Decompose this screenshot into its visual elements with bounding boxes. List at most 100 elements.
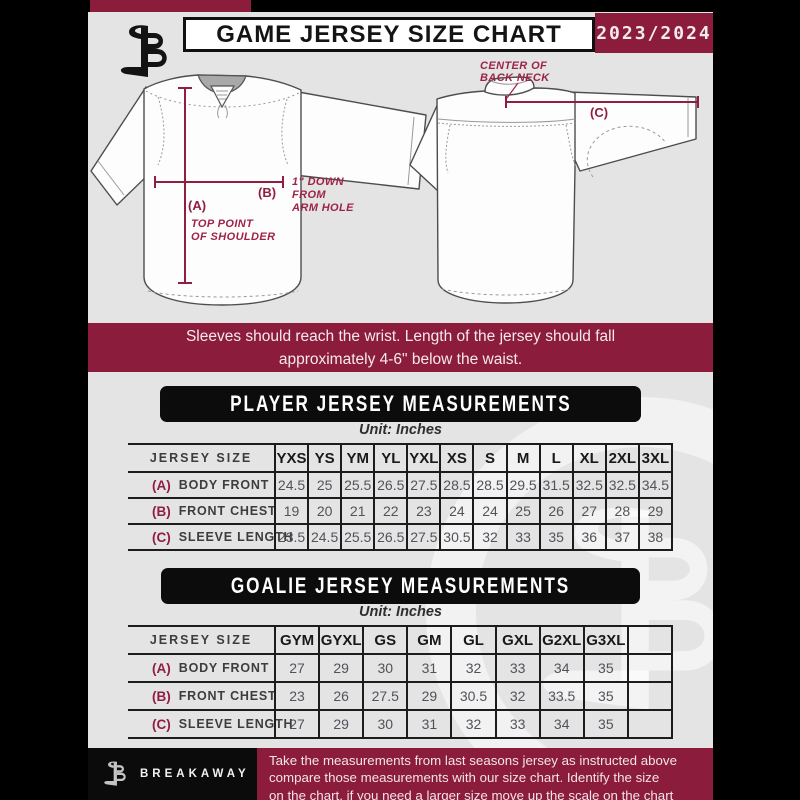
measure-value-cell: 32	[472, 525, 505, 549]
measure-value-cell: 19	[274, 499, 307, 523]
top-accent-bar	[90, 0, 251, 12]
measure-value-cell: 20	[307, 499, 340, 523]
fit-note-banner: Sleeves should reach the wrist. Length o…	[88, 323, 713, 372]
measure-value-cell: 30.5	[439, 525, 472, 549]
measure-value-cell: 26	[538, 499, 572, 523]
measure-line-b: (B) 1" DOWN FROM ARM HOLE	[154, 176, 354, 214]
size-column-header: L	[538, 445, 572, 471]
measure-note-b2: FROM	[292, 189, 326, 201]
fit-note-line1: Sleeves should reach the wrist. Length o…	[185, 327, 616, 345]
row-label-cell: (C) SLEEVE LENGTH	[128, 711, 293, 737]
measure-value-cell: 35	[582, 711, 627, 737]
measure-value-cell: 29	[318, 711, 362, 737]
measure-value-cell: 23.5	[274, 525, 307, 549]
measure-key-a: (A)	[188, 198, 206, 213]
measure-value-cell: 33.5	[538, 683, 583, 709]
front-jersey-drawing	[90, 74, 427, 306]
measure-key: (A)	[152, 660, 171, 676]
measurement-row: (C) SLEEVE LENGTH 27 29 30 31 32 33 34 35	[128, 711, 673, 739]
measure-label: SLEEVE LENGTH	[178, 530, 294, 544]
goalie-section-pill: GOALIE JERSEY MEASUREMENTS	[161, 568, 640, 604]
measure-value-cell: 29	[318, 655, 362, 681]
measurement-row: (C) SLEEVE LENGTH 23.5 24.5 25.5 26.5 27.5 30.5…	[128, 525, 673, 551]
size-column-header: GM	[406, 627, 450, 653]
size-column-header: M	[505, 445, 539, 471]
measure-value-cell: 32.5	[571, 473, 605, 497]
measure-note-b3: ARM HOLE	[291, 202, 354, 214]
measure-value-cell: 28.5	[472, 473, 505, 497]
measure-value-cell: 38	[637, 525, 673, 549]
player-section-title: PLAYER JERSEY MEASUREMENTS	[229, 391, 572, 416]
measure-note-b1: 1" DOWN	[292, 176, 345, 188]
poster-content: GAME JERSEY SIZE CHART 2023/2024	[88, 12, 713, 800]
size-column-header: XL	[571, 445, 605, 471]
measure-value-cell: 30	[362, 711, 406, 737]
measure-value-cell: 27	[274, 655, 318, 681]
measure-value-cell: 26.5	[373, 473, 406, 497]
table-header-row: JERSEY SIZE YXS YS YM YL YXL XS S M L XL 2XL 3XL	[128, 443, 673, 473]
measure-value-cell: 33	[494, 655, 539, 681]
measure-note-c2: BACK NECK	[480, 72, 550, 84]
jersey-diagrams: (A) TOP POINT OF SHOULDER (B) 1" DOWN FR…	[90, 60, 699, 306]
goalie-unit-label: Unit: Inches	[359, 604, 442, 620]
measure-value-cell: 34	[538, 655, 583, 681]
measure-value-cell: 33	[494, 711, 539, 737]
size-column-header: GL	[450, 627, 494, 653]
jersey-size-corner-label: JERSEY SIZE	[149, 633, 253, 647]
measure-value-cell: 28	[604, 499, 638, 523]
goalie-measurements-table: JERSEY SIZE GYM GYXL GS GM GL GXL G2XL G3XL (A) BO…	[128, 625, 673, 739]
size-column-header: YXL	[406, 445, 439, 471]
size-column-header: GYXL	[318, 627, 362, 653]
player-section-title-row: PLAYER JERSEY MEASUREMENTS	[88, 386, 713, 422]
measure-value-cell: 27	[274, 711, 318, 737]
fit-note-line2: approximately 4-6" below the waist.	[278, 350, 523, 368]
goalie-section-title: GOALIE JERSEY MEASUREMENTS	[230, 573, 571, 598]
footer-line3: on the chart, if you need a larger size …	[269, 787, 674, 800]
player-section-pill: PLAYER JERSEY MEASUREMENTS	[159, 386, 642, 422]
measure-value-cell: 23	[274, 683, 318, 709]
measure-key-b: (B)	[258, 185, 276, 200]
measure-value-cell: 35	[582, 683, 627, 709]
size-column-header: 2XL	[604, 445, 638, 471]
measure-value-cell: 26	[318, 683, 362, 709]
size-column-header: G3XL	[582, 627, 627, 653]
measure-value-cell: 34.5	[637, 473, 673, 497]
row-label-cell: (B) FRONT CHEST	[128, 683, 277, 709]
measure-value-cell: 24	[472, 499, 505, 523]
size-column-header: S	[472, 445, 505, 471]
measure-value-cell: 35	[582, 655, 627, 681]
player-measurements-table: JERSEY SIZE YXS YS YM YL YXL XS S M L XL 2XL 3XL (A) B…	[128, 443, 673, 551]
size-column-header: XS	[439, 445, 472, 471]
measure-value-cell: 30.5	[450, 683, 494, 709]
brand-logo	[100, 20, 192, 84]
measure-value-cell: 27.5	[406, 473, 439, 497]
breakaway-b-footer-icon	[104, 761, 126, 786]
measure-value-cell	[626, 655, 673, 681]
measure-value-cell: 24.5	[274, 473, 307, 497]
footer: BREAKAWAY Take the measurements from las…	[88, 748, 713, 800]
size-column-header: YL	[373, 445, 406, 471]
measure-value-cell: 27.5	[406, 525, 439, 549]
measure-value-cell: 31.5	[538, 473, 572, 497]
measure-label: FRONT CHEST	[178, 689, 277, 703]
measure-value-cell: 30	[362, 655, 406, 681]
page-title-box: GAME JERSEY SIZE CHART	[183, 17, 595, 52]
measure-value-cell: 25.5	[340, 473, 373, 497]
measure-value-cell: 24	[439, 499, 472, 523]
row-label-cell: (B) FRONT CHEST	[128, 499, 277, 523]
size-column-header: YXS	[274, 445, 307, 471]
measure-key: (C)	[152, 529, 171, 545]
measure-value-cell: 32	[450, 711, 494, 737]
measure-key: (B)	[152, 688, 171, 704]
size-column-header: YM	[340, 445, 373, 471]
measure-note-c1: CENTER OF	[480, 60, 547, 72]
measure-key: (A)	[152, 477, 171, 493]
row-label-cell: (C) SLEEVE LENGTH	[128, 525, 293, 549]
measure-label: FRONT CHEST	[178, 504, 277, 518]
measure-value-cell: 36	[571, 525, 605, 549]
measure-value-cell: 29.5	[505, 473, 539, 497]
measure-value-cell: 29	[406, 683, 450, 709]
brand-name: BREAKAWAY	[140, 768, 250, 780]
row-label-cell: (A) BODY FRONT	[128, 473, 274, 497]
size-column-header: YS	[307, 445, 340, 471]
